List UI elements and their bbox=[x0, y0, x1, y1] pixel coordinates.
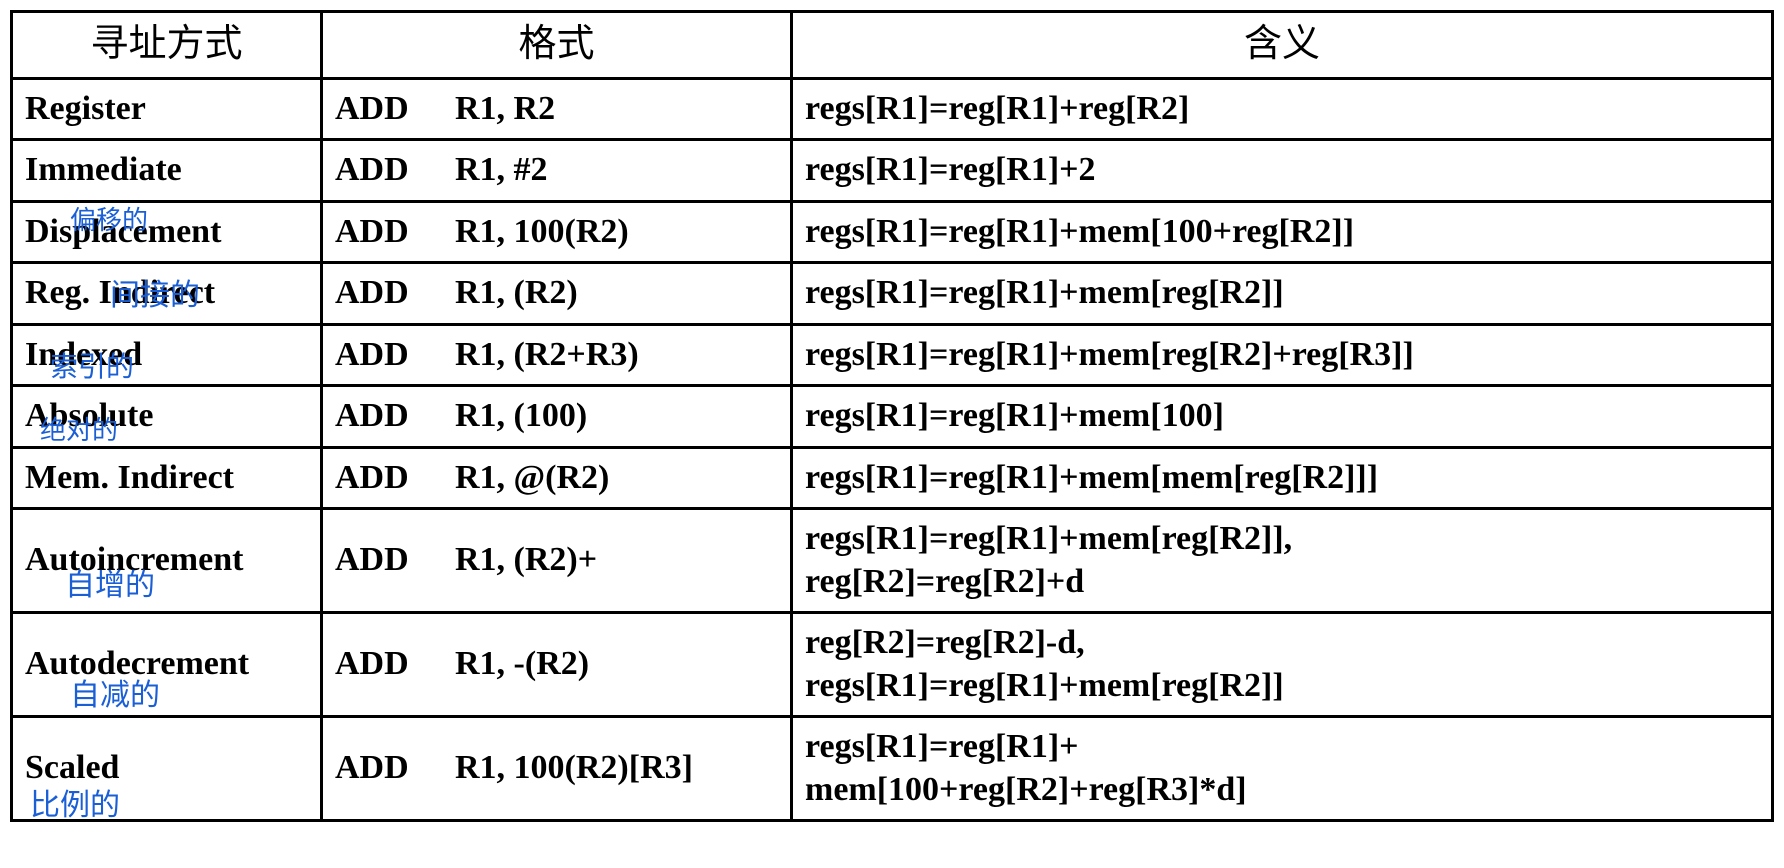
format-args: R1, 100(R2)[R3] bbox=[455, 749, 693, 786]
cell-meaning: regs[R1]=reg[R1]+mem[mem[reg[R2]]] bbox=[792, 447, 1773, 509]
cell-format: ADDR1, R2 bbox=[322, 78, 792, 140]
table-row: Reg. IndirectADDR1, (R2)regs[R1]=reg[R1]… bbox=[12, 263, 1773, 325]
cell-format: ADDR1, @(R2) bbox=[322, 447, 792, 509]
cell-mode: Indexed bbox=[12, 324, 322, 386]
format-opcode: ADD bbox=[335, 88, 455, 131]
cell-format: ADDR1, (R2)+ bbox=[322, 509, 792, 613]
format-opcode: ADD bbox=[335, 211, 455, 254]
table-row: DisplacementADDR1, 100(R2)regs[R1]=reg[R… bbox=[12, 201, 1773, 263]
table-wrapper: 寻址方式 格式 含义 RegisterADDR1, R2regs[R1]=reg… bbox=[10, 10, 1774, 822]
cell-mode: Reg. Indirect bbox=[12, 263, 322, 325]
header-format: 格式 bbox=[322, 12, 792, 79]
cell-mode: Immediate bbox=[12, 140, 322, 202]
header-row: 寻址方式 格式 含义 bbox=[12, 12, 1773, 79]
table-row: ScaledADDR1, 100(R2)[R3]regs[R1]=reg[R1]… bbox=[12, 717, 1773, 821]
cell-meaning: regs[R1]=reg[R1]+2 bbox=[792, 140, 1773, 202]
format-args: R1, -(R2) bbox=[455, 645, 589, 682]
cell-meaning: reg[R2]=reg[R2]-d,regs[R1]=reg[R1]+mem[r… bbox=[792, 613, 1773, 717]
cell-mode: Autoincrement bbox=[12, 509, 322, 613]
cell-meaning: regs[R1]=reg[R1]+mem[100] bbox=[792, 386, 1773, 448]
cell-format: ADDR1, (100) bbox=[322, 386, 792, 448]
format-opcode: ADD bbox=[335, 539, 455, 582]
cell-meaning: regs[R1]=reg[R1]+reg[R2] bbox=[792, 78, 1773, 140]
format-opcode: ADD bbox=[335, 334, 455, 377]
cell-meaning: regs[R1]=reg[R1]+mem[100+reg[R2]] bbox=[792, 201, 1773, 263]
format-opcode: ADD bbox=[335, 747, 455, 790]
format-opcode: ADD bbox=[335, 395, 455, 438]
cell-meaning: regs[R1]=reg[R1]+mem[100+reg[R2]+reg[R3]… bbox=[792, 717, 1773, 821]
format-opcode: ADD bbox=[335, 457, 455, 500]
format-opcode: ADD bbox=[335, 643, 455, 686]
cell-format: ADDR1, 100(R2) bbox=[322, 201, 792, 263]
table-row: IndexedADDR1, (R2+R3)regs[R1]=reg[R1]+me… bbox=[12, 324, 1773, 386]
cell-mode: Displacement bbox=[12, 201, 322, 263]
table-row: ImmediateADDR1, #2regs[R1]=reg[R1]+2 bbox=[12, 140, 1773, 202]
format-args: R1, 100(R2) bbox=[455, 213, 629, 250]
header-mode: 寻址方式 bbox=[12, 12, 322, 79]
table-row: Mem. IndirectADDR1, @(R2)regs[R1]=reg[R1… bbox=[12, 447, 1773, 509]
cell-meaning: regs[R1]=reg[R1]+mem[reg[R2]+reg[R3]] bbox=[792, 324, 1773, 386]
format-args: R1, (100) bbox=[455, 397, 587, 434]
format-args: R1, #2 bbox=[455, 151, 548, 188]
format-args: R1, R2 bbox=[455, 90, 555, 127]
addressing-modes-table: 寻址方式 格式 含义 RegisterADDR1, R2regs[R1]=reg… bbox=[10, 10, 1774, 822]
cell-format: ADDR1, #2 bbox=[322, 140, 792, 202]
table-body: RegisterADDR1, R2regs[R1]=reg[R1]+reg[R2… bbox=[12, 78, 1773, 821]
header-meaning: 含义 bbox=[792, 12, 1773, 79]
table-row: RegisterADDR1, R2regs[R1]=reg[R1]+reg[R2… bbox=[12, 78, 1773, 140]
cell-format: ADDR1, -(R2) bbox=[322, 613, 792, 717]
table-row: AbsoluteADDR1, (100)regs[R1]=reg[R1]+mem… bbox=[12, 386, 1773, 448]
format-opcode: ADD bbox=[335, 272, 455, 315]
table-row: AutoincrementADDR1, (R2)+regs[R1]=reg[R1… bbox=[12, 509, 1773, 613]
format-args: R1, (R2)+ bbox=[455, 541, 597, 578]
format-args: R1, @(R2) bbox=[455, 459, 609, 496]
cell-format: ADDR1, (R2) bbox=[322, 263, 792, 325]
format-opcode: ADD bbox=[335, 149, 455, 192]
format-args: R1, (R2+R3) bbox=[455, 336, 639, 373]
cell-meaning: regs[R1]=reg[R1]+mem[reg[R2]] bbox=[792, 263, 1773, 325]
cell-mode: Mem. Indirect bbox=[12, 447, 322, 509]
cell-mode: Register bbox=[12, 78, 322, 140]
cell-format: ADDR1, (R2+R3) bbox=[322, 324, 792, 386]
table-row: AutodecrementADDR1, -(R2)reg[R2]=reg[R2]… bbox=[12, 613, 1773, 717]
cell-format: ADDR1, 100(R2)[R3] bbox=[322, 717, 792, 821]
cell-meaning: regs[R1]=reg[R1]+mem[reg[R2]],reg[R2]=re… bbox=[792, 509, 1773, 613]
cell-mode: Autodecrement bbox=[12, 613, 322, 717]
cell-mode: Scaled bbox=[12, 717, 322, 821]
cell-mode: Absolute bbox=[12, 386, 322, 448]
format-args: R1, (R2) bbox=[455, 274, 578, 311]
